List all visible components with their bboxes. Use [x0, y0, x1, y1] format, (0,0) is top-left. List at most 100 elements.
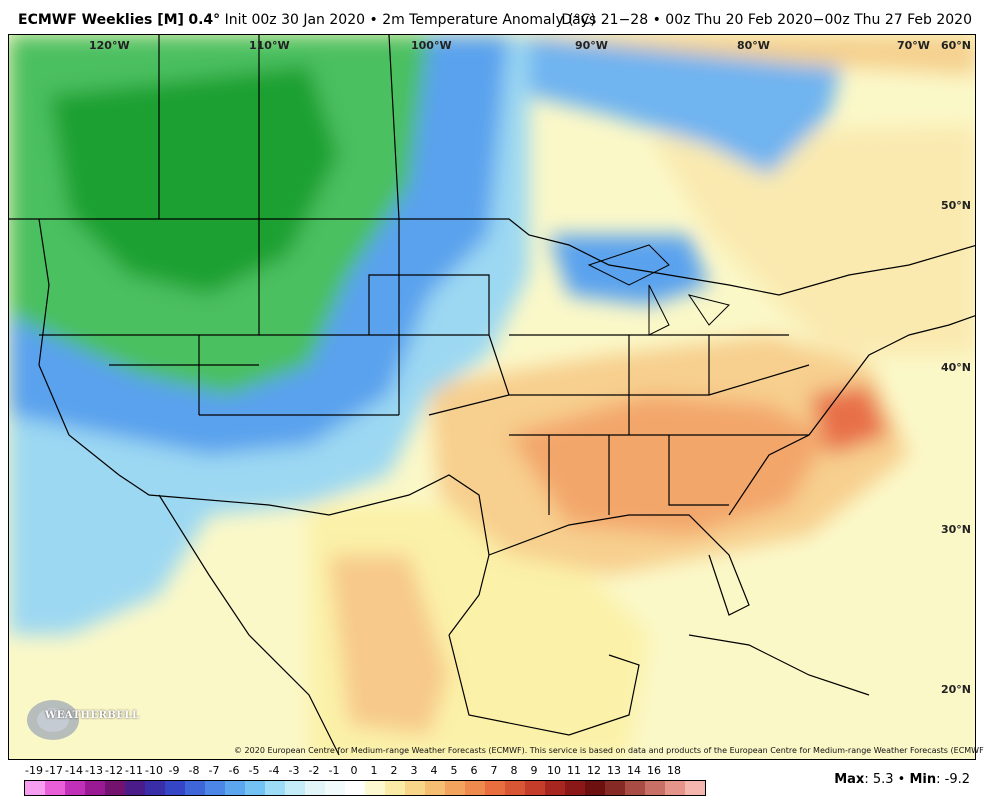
legend-swatch	[565, 781, 585, 795]
legend-value-label: 12	[587, 764, 601, 777]
legend-swatch	[685, 781, 705, 795]
lakes	[587, 244, 730, 336]
legend-swatch	[205, 781, 225, 795]
legend-swatch	[285, 781, 305, 795]
legend-value-label: -7	[208, 764, 220, 777]
temperature-anomaly-map: 120°W 110°W 100°W 90°W 80°W 70°W 60°N 50…	[8, 34, 976, 760]
legend-value-label: 5	[450, 764, 458, 777]
lon-label-90w: 90°W	[575, 39, 608, 52]
lat-label-40n: 40°N	[940, 361, 971, 374]
legend-value-label: 18	[667, 764, 681, 777]
legend-value-label: -6	[228, 764, 240, 777]
bullet: •	[369, 12, 378, 28]
legend-swatch	[485, 781, 505, 795]
legend-value-label: -8	[188, 764, 200, 777]
lon-label-80w: 80°W	[737, 39, 770, 52]
lat-label-20n: 20°N	[940, 683, 971, 696]
legend-swatch	[545, 781, 565, 795]
map-header: ECMWF Weeklies [M] 0.4° Init 00z 30 Jan …	[8, 10, 976, 32]
legend-value-label: 14	[627, 764, 641, 777]
legend-value-label: -13	[85, 764, 103, 777]
resolution: 0.4°	[188, 12, 221, 28]
legend-value-label: 11	[567, 764, 581, 777]
legend-swatch	[265, 781, 285, 795]
min-label: Min	[909, 772, 937, 787]
legend-value-label: -10	[145, 764, 163, 777]
legend-swatch	[465, 781, 485, 795]
header-left: ECMWF Weeklies [M] 0.4° Init 00z 30 Jan …	[18, 12, 596, 28]
legend-value-label: 13	[607, 764, 621, 777]
border-lines	[9, 35, 975, 756]
legend-value-label: 6	[470, 764, 478, 777]
legend-swatch	[665, 781, 685, 795]
lon-label-110w: 110°W	[249, 39, 290, 52]
legend-swatch	[25, 781, 45, 795]
legend-swatch	[225, 781, 245, 795]
legend-swatch	[65, 781, 85, 795]
legend-value-label: -9	[168, 764, 180, 777]
legend-swatch	[245, 781, 265, 795]
legend-value-label: 2	[390, 764, 398, 777]
lat-label-30n: 30°N	[940, 523, 971, 536]
legend-value-label: 3	[410, 764, 418, 777]
legend-swatch	[365, 781, 385, 795]
legend-value-label: -12	[105, 764, 123, 777]
legend-swatch	[605, 781, 625, 795]
anomaly-field	[9, 35, 975, 759]
legend-labels: -19 -17 -14 -13 -12 -11 -10 -9 -8 -7 -6 -5 -4 -3 -2 -1 0…	[24, 764, 704, 778]
legend-swatch	[165, 781, 185, 795]
legend-value-label: -1	[328, 764, 340, 777]
logo-text: WEATHERBELL	[45, 710, 140, 721]
separator: •	[897, 772, 906, 787]
lat-label-50n: 50°N	[940, 199, 971, 212]
legend-swatch	[645, 781, 665, 795]
legend-swatch	[105, 781, 125, 795]
field-name: 2m Temperature Anomaly (°C)	[382, 12, 596, 28]
legend-swatch	[85, 781, 105, 795]
legend-value-label: 8	[510, 764, 518, 777]
legend-swatch	[45, 781, 65, 795]
lon-label-120w: 120°W	[89, 39, 130, 52]
legend-value-label: 0	[350, 764, 358, 777]
legend-value-label: 7	[490, 764, 498, 777]
legend-swatch	[445, 781, 465, 795]
legend-swatch	[185, 781, 205, 795]
legend-swatch	[505, 781, 525, 795]
lon-label-70w: 70°W	[897, 39, 930, 52]
logo-swirl-icon	[27, 700, 79, 740]
max-label: Max	[834, 772, 865, 787]
legend-swatch	[145, 781, 165, 795]
legend-swatch	[525, 781, 545, 795]
legend-color-bar	[24, 780, 706, 796]
legend-value-label: -5	[248, 764, 260, 777]
legend-value-label: 1	[370, 764, 378, 777]
legend-value-label: -19	[25, 764, 43, 777]
lat-label-60n: 60°N	[940, 39, 971, 52]
init-time: Init 00z 30 Jan 2020	[224, 12, 366, 28]
max-value: : 5.3	[864, 772, 894, 787]
valid-period: Days 21−28 • 00z Thu 20 Feb 2020−00z Thu…	[561, 12, 972, 28]
legend-swatch	[125, 781, 145, 795]
legend-value-label: -4	[268, 764, 280, 777]
legend-swatch	[585, 781, 605, 795]
min-value: : -9.2	[936, 772, 970, 787]
legend-value-label: -3	[288, 764, 300, 777]
max-min-readout: Max: 5.3 • Min: -9.2	[834, 772, 970, 787]
legend-swatch	[325, 781, 345, 795]
legend-value-label: -2	[308, 764, 320, 777]
legend-swatch	[305, 781, 325, 795]
map-canvas	[9, 35, 975, 759]
legend-value-label: 16	[647, 764, 661, 777]
legend-value-label: 4	[430, 764, 438, 777]
copyright-notice: © 2020 European Centre for Medium-range …	[234, 746, 984, 755]
lon-label-100w: 100°W	[411, 39, 452, 52]
legend-swatch	[625, 781, 645, 795]
legend-value-label: -14	[65, 764, 83, 777]
legend-value-label: 9	[530, 764, 538, 777]
legend-swatch	[345, 781, 365, 795]
legend-swatch	[405, 781, 425, 795]
legend-value-label: -17	[45, 764, 63, 777]
legend-value-label: -11	[125, 764, 143, 777]
model-name: ECMWF Weeklies [M]	[18, 12, 184, 28]
legend-swatch	[385, 781, 405, 795]
